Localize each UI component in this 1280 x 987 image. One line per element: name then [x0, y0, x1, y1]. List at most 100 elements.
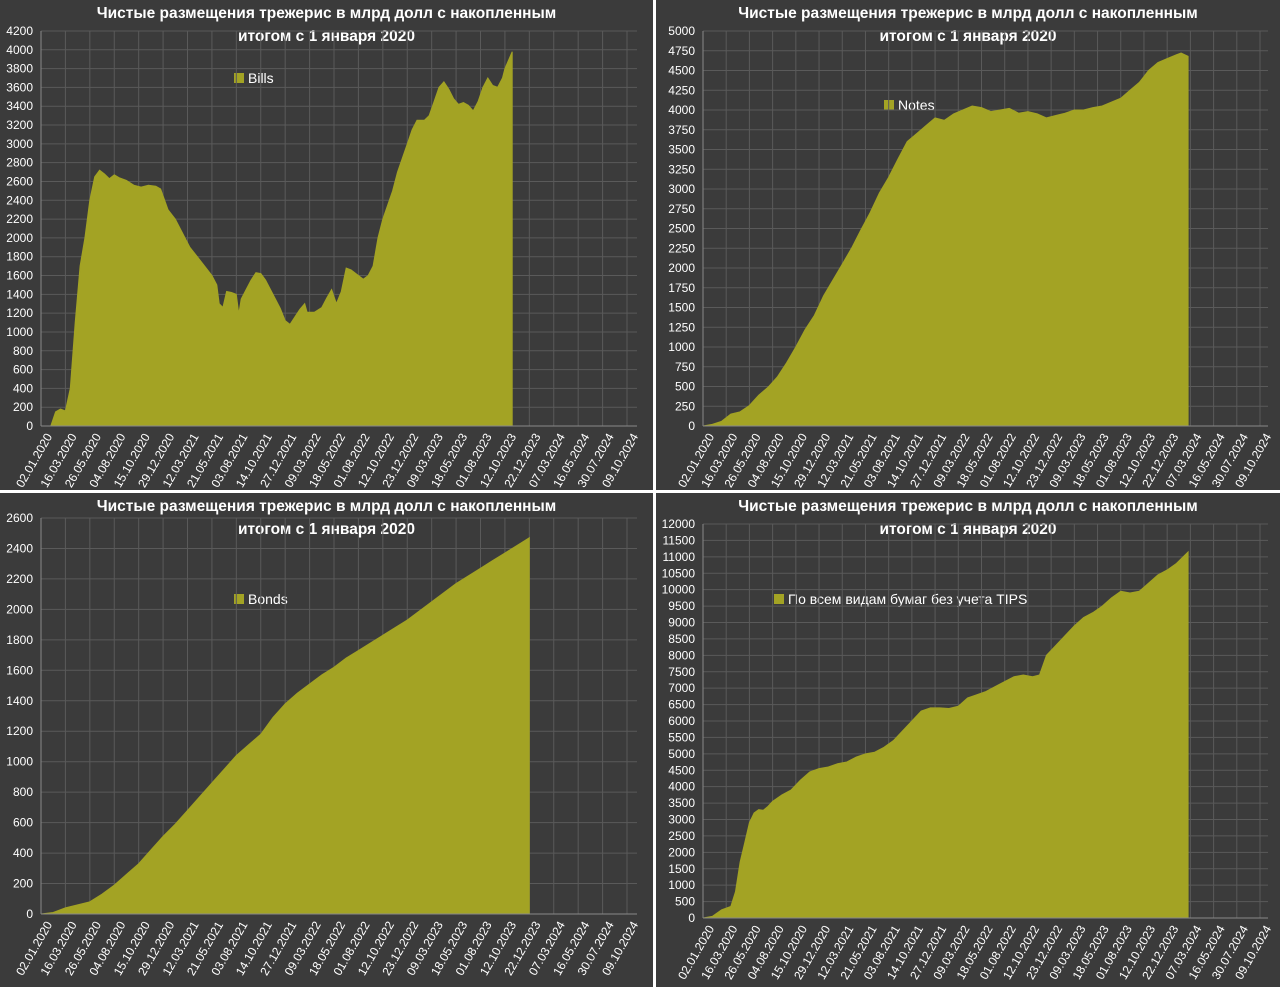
area-series-по-всем-видам-бумаг-без-учета-tips — [702, 550, 1189, 919]
chart-title-line1: Чистые размещения трежерис в млрд долл с… — [738, 5, 1198, 22]
y-tick-label: 1000 — [6, 325, 33, 339]
y-tick-label: 500 — [675, 380, 695, 394]
y-tick-label: 3250 — [668, 162, 695, 176]
y-tick-label: 2250 — [668, 241, 695, 255]
y-tick-label: 2000 — [668, 261, 695, 275]
legend-label: По всем видам бумаг без учета TIPS — [788, 591, 1028, 607]
legend-swatch — [234, 73, 244, 83]
y-tick-label: 1000 — [668, 340, 695, 354]
chart-panel-notes: Чистые размещения трежерис в млрд долл с… — [656, 0, 1280, 490]
y-tick-label: 1000 — [668, 878, 695, 892]
y-tick-label: 3500 — [668, 796, 695, 810]
chart-svg: 0 250 500 750 1000 1250 1500 1750 2000 2250 2500 27… — [668, 24, 1274, 490]
y-tick-label: 0 — [688, 911, 695, 925]
y-tick-label: 0 — [688, 419, 695, 433]
y-tick-label: 7500 — [668, 665, 695, 679]
y-tick-label: 1250 — [668, 320, 695, 334]
y-tick-label: 3800 — [6, 62, 33, 76]
chart-title-line1: Чистые размещения трежерис в млрд долл с… — [738, 498, 1198, 515]
legend-label: Notes — [898, 97, 935, 113]
y-tick-label: 9000 — [668, 616, 695, 630]
y-tick-label: 2500 — [668, 222, 695, 236]
legend-label: Bonds — [248, 591, 288, 607]
y-tick-label: 2200 — [6, 572, 33, 586]
y-tick-label: 800 — [13, 344, 33, 358]
y-tick-label: 1600 — [6, 269, 33, 283]
y-tick-label: 2000 — [668, 845, 695, 859]
y-tick-label: 2600 — [6, 511, 33, 525]
y-tick-label: 200 — [13, 877, 33, 891]
y-tick-label: 0 — [26, 419, 33, 433]
y-tick-label: 1800 — [6, 633, 33, 647]
area-series-bills — [41, 51, 513, 427]
y-tick-label: 10500 — [662, 566, 696, 580]
y-tick-label: 2000 — [6, 231, 33, 245]
y-tick-label: 6500 — [668, 698, 695, 712]
chart-title: Чистые размещения трежерис в млрд долл с… — [656, 2, 1280, 48]
chart-title: Чистые размещения трежерис в млрд долл с… — [0, 495, 653, 541]
y-tick-label: 3500 — [668, 143, 695, 157]
y-tick-label: 4750 — [668, 44, 695, 58]
y-tick-label: 2400 — [6, 193, 33, 207]
legend: По всем видам бумаг без учета TIPS — [774, 591, 1027, 607]
y-tick-label: 1000 — [6, 755, 33, 769]
y-tick-label: 1500 — [668, 862, 695, 876]
y-tick-label: 2400 — [6, 541, 33, 555]
y-tick-label: 4200 — [6, 24, 33, 38]
y-tick-label: 1400 — [6, 694, 33, 708]
y-tick-label: 1750 — [668, 281, 695, 295]
y-tick-label: 500 — [675, 895, 695, 909]
y-tick-label: 200 — [13, 400, 33, 414]
legend-swatch — [774, 594, 784, 604]
y-tick-label: 2800 — [6, 156, 33, 170]
y-tick-label: 3600 — [6, 80, 33, 94]
y-tick-label: 400 — [13, 381, 33, 395]
chart-title-line2: итогом с 1 января 2020 — [879, 521, 1057, 538]
y-tick-label: 3200 — [6, 118, 33, 132]
y-tick-label: 5000 — [668, 747, 695, 761]
y-tick-label: 4000 — [668, 103, 695, 117]
y-tick-label: 3750 — [668, 123, 695, 137]
chart-panel-bonds: Чистые размещения трежерис в млрд долл с… — [0, 493, 653, 987]
area-series-bonds — [40, 536, 530, 915]
y-tick-label: 3000 — [668, 813, 695, 827]
y-tick-label: 1500 — [668, 301, 695, 315]
y-tick-label: 4250 — [668, 83, 695, 97]
y-tick-label: 7000 — [668, 681, 695, 695]
y-tick-label: 0 — [26, 907, 33, 921]
chart-title: Чистые размещения трежерис в млрд долл с… — [0, 2, 653, 48]
legend-swatch — [234, 594, 244, 604]
y-tick-label: 600 — [13, 363, 33, 377]
y-tick-label: 2750 — [668, 202, 695, 216]
chart-panel-bills: Чистые размещения трежерис в млрд долл с… — [0, 0, 653, 490]
chart-panel-total: Чистые размещения трежерис в млрд долл с… — [656, 493, 1280, 987]
y-tick-label: 5500 — [668, 730, 695, 744]
y-tick-label: 2000 — [6, 602, 33, 616]
y-tick-label: 4500 — [668, 763, 695, 777]
y-tick-label: 2500 — [668, 829, 695, 843]
y-tick-label: 8000 — [668, 648, 695, 662]
y-tick-label: 1200 — [6, 724, 33, 738]
y-tick-label: 3400 — [6, 99, 33, 113]
y-tick-label: 2200 — [6, 212, 33, 226]
y-tick-label: 6000 — [668, 714, 695, 728]
y-tick-label: 600 — [13, 816, 33, 830]
area-series-notes — [702, 52, 1189, 427]
y-tick-label: 750 — [675, 360, 695, 374]
y-tick-label: 1600 — [6, 663, 33, 677]
y-tick-label: 4000 — [6, 43, 33, 57]
y-tick-label: 3000 — [6, 137, 33, 151]
chart-title-line2: итогом с 1 января 2020 — [238, 28, 415, 45]
y-tick-label: 8500 — [668, 632, 695, 646]
legend: Bonds — [234, 591, 288, 607]
y-tick-label: 1200 — [6, 306, 33, 320]
y-tick-label: 1400 — [6, 287, 33, 301]
y-tick-label: 12000 — [662, 517, 696, 531]
chart-title-line2: итогом с 1 января 2020 — [879, 28, 1057, 45]
y-tick-label: 2600 — [6, 174, 33, 188]
y-tick-label: 800 — [13, 785, 33, 799]
y-tick-label: 400 — [13, 846, 33, 860]
chart-title: Чистые размещения трежерис в млрд долл с… — [656, 495, 1280, 541]
chart-title-line2: итогом с 1 января 2020 — [238, 521, 415, 538]
y-tick-label: 250 — [675, 399, 695, 413]
